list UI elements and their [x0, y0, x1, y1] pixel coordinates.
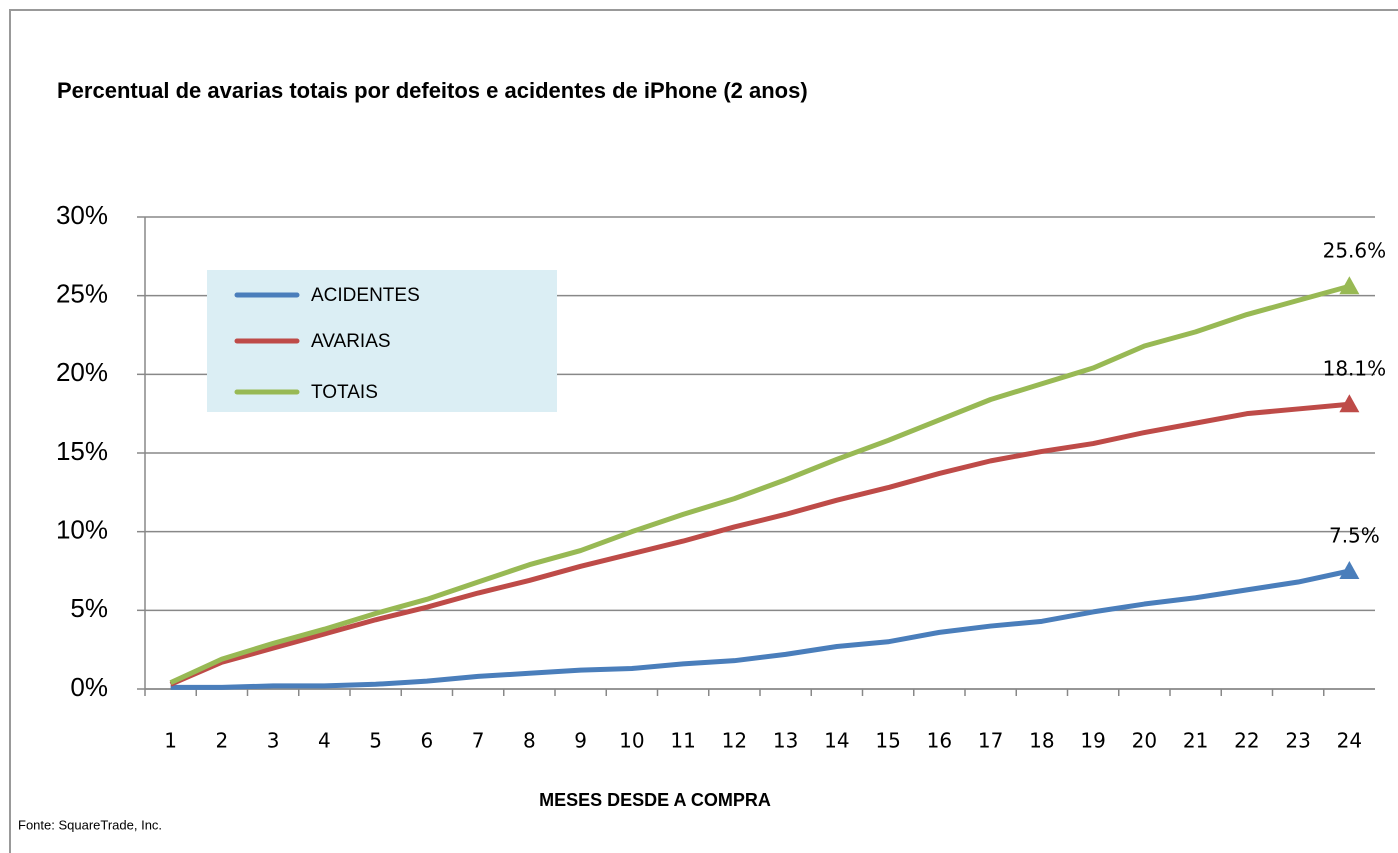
data-label: 25.6% [1323, 239, 1387, 263]
x-tick-label: 16 [927, 729, 952, 753]
x-tick-label: 11 [670, 729, 695, 753]
y-tick-label: 25% [56, 279, 108, 309]
x-tick-label: 22 [1234, 729, 1259, 753]
x-tick-label: 20 [1132, 729, 1157, 753]
data-label: 7.5% [1329, 524, 1380, 548]
data-label: 18.1% [1323, 357, 1387, 381]
legend-label: TOTAIS [311, 382, 378, 403]
x-tick-label: 5 [369, 729, 382, 753]
series-line [169, 283, 1351, 685]
x-tick-label: 8 [523, 729, 536, 753]
frame [9, 9, 1398, 853]
x-tick-label: 2 [216, 729, 229, 753]
x-tick-label: 10 [619, 729, 644, 753]
marker [1339, 276, 1360, 295]
series-line [169, 401, 1350, 687]
chart-title: Percentual de avarias totais por defeito… [57, 78, 808, 103]
source: Fonte: SquareTrade, Inc. [18, 817, 162, 832]
y-tick-label: 10% [56, 515, 108, 545]
legend-label: ACIDENTES [311, 285, 420, 306]
x-tick-label: 1 [164, 729, 177, 753]
x-tick-label: 15 [875, 729, 900, 753]
x-tick-label: 12 [722, 729, 747, 753]
x-tick-label: 9 [574, 729, 587, 753]
x-tick-label: 24 [1337, 729, 1362, 753]
x-tick-label: 14 [824, 729, 849, 753]
x-tick-label: 23 [1285, 729, 1310, 753]
x-tick-label: 7 [472, 729, 485, 753]
x-tick-label: 17 [978, 729, 1003, 753]
series-line [170, 568, 1350, 690]
y-tick-label: 5% [70, 593, 108, 623]
y-tick-label: 20% [56, 357, 108, 387]
x-axis [145, 688, 1375, 690]
x-tick-label: 18 [1029, 729, 1054, 753]
x-tick-label: 4 [318, 729, 331, 753]
x-tick-label: 3 [267, 729, 280, 753]
x-tick-label: 21 [1183, 729, 1208, 753]
y-tick-label: 0% [70, 672, 108, 702]
marker [1339, 561, 1360, 579]
x-tick-label: 19 [1080, 729, 1105, 753]
x-tick-label: 13 [773, 729, 798, 753]
y-tick-label: 15% [56, 436, 108, 466]
x-axis-label: MESES DESDE A COMPRA [539, 790, 771, 810]
legend-label: AVARIAS [311, 331, 391, 352]
marker [1339, 394, 1360, 413]
x-tick-label: 6 [421, 729, 434, 753]
y-tick-label: 30% [56, 200, 108, 230]
